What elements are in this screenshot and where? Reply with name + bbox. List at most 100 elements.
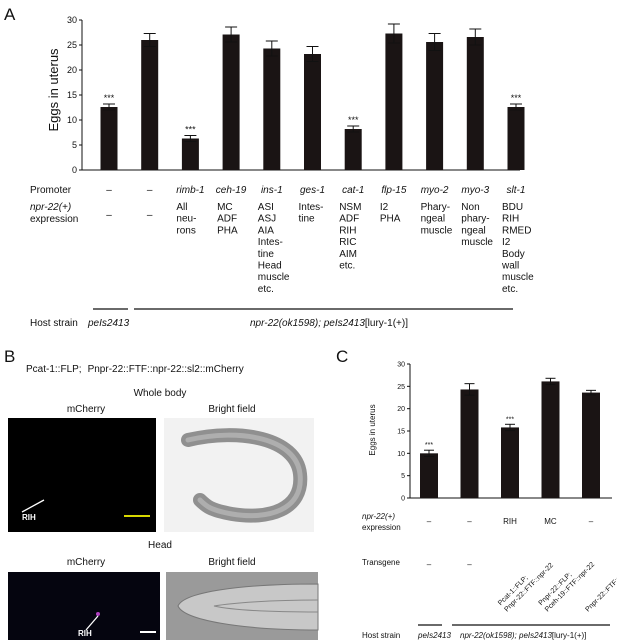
panel-c-host-mutant: npr-22(ok1598); peIs2413[lury-1(+)] bbox=[460, 631, 586, 640]
panel-b-mcherry-head-image bbox=[8, 572, 160, 640]
panel-a-expression-label: tine bbox=[258, 249, 275, 260]
panel-c-significance-label: *** bbox=[506, 416, 514, 423]
panel-a-expression-label: rons bbox=[176, 225, 195, 236]
panel-a-expression-label: RIC bbox=[339, 237, 356, 248]
panel-a-expression-label: ASI bbox=[258, 202, 274, 213]
panel-a-significance-label: *** bbox=[185, 125, 196, 135]
panel-c-expression-row-label-2: expression bbox=[362, 523, 401, 532]
panel-a-expression-label: etc. bbox=[502, 284, 518, 295]
panel-a-y-tick-label: 15 bbox=[67, 90, 77, 100]
panel-a-expression-label: wall bbox=[501, 261, 519, 272]
panel-b-rih-label-top: RIH bbox=[22, 513, 36, 522]
panel-c-bar bbox=[460, 389, 479, 498]
panel-a-significance-label: *** bbox=[511, 93, 522, 103]
panel-a-expression-label: Head bbox=[258, 261, 282, 272]
panel-a-y-tick-label: 0 bbox=[72, 165, 77, 175]
panel-a-expression-label: Non bbox=[461, 202, 479, 213]
panel-a-promoter-label: slt-1 bbox=[507, 185, 526, 196]
panel-a-expression-label: AIM bbox=[339, 249, 357, 260]
panel-a-promoter-label: myo-3 bbox=[461, 185, 489, 196]
panel-c-y-tick-label: 25 bbox=[397, 384, 405, 391]
panel-a-bar-chart: 0 5 10 15 20 25 30 *** *** *** *** bbox=[67, 15, 525, 175]
panel-a-bar bbox=[507, 107, 525, 170]
panel-a-expression-label: Body bbox=[502, 249, 525, 260]
panel-a-expression-label: muscle bbox=[461, 237, 493, 248]
panel-c-significance-label: *** bbox=[425, 442, 433, 449]
panel-a-promoter-label: flp-15 bbox=[381, 185, 406, 196]
panel-a-bar bbox=[426, 42, 444, 170]
panel-a-host-strain-label: Host strain bbox=[30, 318, 78, 329]
panel-c-bar bbox=[501, 427, 519, 498]
panel-a-expression-label: etc. bbox=[258, 284, 274, 295]
panel-c-expression-label: RIH bbox=[503, 517, 517, 526]
panel-a-promoter-label: myo-2 bbox=[421, 185, 449, 196]
panel-a-bar bbox=[304, 54, 321, 170]
panel-a-expression-label: RMED bbox=[502, 225, 531, 236]
panel-a-y-tick-label: 20 bbox=[67, 65, 77, 75]
panel-c-bar bbox=[582, 392, 600, 498]
panel-a-expression-label: AIA bbox=[258, 225, 274, 236]
panel-c-expression-label: – bbox=[427, 517, 432, 526]
panel-a-expression-label: All bbox=[176, 202, 187, 213]
panel-b-bright-field-label-bottom: Bright field bbox=[208, 557, 255, 568]
panel-a-expression-label: PHA bbox=[217, 225, 238, 236]
panel-a-y-axis-label: Eggs in uterus bbox=[46, 48, 61, 132]
panel-a-expression-label: ngeal bbox=[461, 225, 485, 236]
panel-a-bar bbox=[466, 37, 484, 170]
panel-a-expression-label: Intes- bbox=[258, 237, 283, 248]
panel-a-promoter-row-label: Promoter bbox=[30, 185, 72, 196]
panel-a-promoter-label: rimb-1 bbox=[176, 185, 204, 196]
panel-a-expression-label: phary- bbox=[461, 214, 489, 225]
panel-b-construct-label: Pcat-1::FLP; Pnpr-22::FTF::npr-22::sl2::m… bbox=[26, 364, 244, 375]
panel-b-bright-field-label-top: Bright field bbox=[208, 404, 255, 415]
panel-a-promoter-label: ceh-19 bbox=[216, 185, 247, 196]
panel-a-y-tick-label: 25 bbox=[67, 40, 77, 50]
panel-c-bar bbox=[420, 453, 438, 498]
panel-a-expression-label: muscle bbox=[502, 272, 534, 283]
panel-b-head-pharynx bbox=[213, 599, 319, 613]
panel-c-y-tick-label: 5 bbox=[401, 473, 405, 480]
panel-b-worm-gut bbox=[185, 432, 303, 519]
panel-a-bar bbox=[222, 34, 240, 170]
panel-a-expression-row-label-2: expression bbox=[30, 214, 78, 225]
panel-letter-a: A bbox=[4, 5, 16, 24]
panel-a-expression-row-label: npr-22(+) bbox=[30, 202, 71, 213]
panel-a-promoter-label: ges-1 bbox=[300, 185, 325, 196]
panel-a-y-tick-label: 10 bbox=[67, 115, 77, 125]
panel-a-bar bbox=[100, 107, 118, 170]
panel-a-expression-label: muscle bbox=[258, 272, 290, 283]
panel-a-expression-label: MC bbox=[217, 202, 233, 213]
panel-a-expression-label: – bbox=[106, 210, 112, 221]
panel-c-transgene-row-label: Transgene bbox=[362, 558, 401, 567]
panel-b-mcherry-label-bottom: mCherry bbox=[67, 557, 105, 568]
panel-a-expression-label: RIH bbox=[339, 225, 356, 236]
panel-a-expression-label: etc. bbox=[339, 261, 355, 272]
panel-a-expression-label: I2 bbox=[502, 237, 511, 248]
panel-c-expression-label: – bbox=[467, 517, 472, 526]
panel-c-expression-row-label: npr-22(+) bbox=[362, 512, 395, 521]
panel-c-y-tick-label: 10 bbox=[397, 451, 405, 458]
panel-a-y-tick-label: 5 bbox=[72, 140, 77, 150]
panel-c-y-tick-label: 15 bbox=[397, 428, 405, 435]
panel-a-promoter-label: – bbox=[147, 185, 153, 196]
panel-a-expression-label: ngeal bbox=[421, 214, 445, 225]
panel-a-expression-label: Phary- bbox=[421, 202, 450, 213]
panel-b-mcherry-whole-body-image bbox=[8, 418, 156, 532]
panel-c-host-control: peIs2413 bbox=[417, 631, 451, 640]
panel-a-significance-label: *** bbox=[104, 93, 115, 103]
panel-a-expression-label: – bbox=[147, 210, 153, 221]
panel-a-promoter-label: – bbox=[106, 185, 112, 196]
panel-a-expression-label: BDU bbox=[502, 202, 523, 213]
panel-a-expression-label: PHA bbox=[380, 214, 401, 225]
panel-b-rih-pointer-top bbox=[21, 499, 45, 513]
panel-b-rih-pointer-bottom bbox=[85, 615, 99, 631]
panel-c-expression-label: MC bbox=[544, 517, 557, 526]
panel-a-significance-label: *** bbox=[348, 115, 359, 125]
panel-c-annotation-rows: – – RIH MC –– –Pcat-1::FLP;Pnpr-22::FTF::npr-… bbox=[427, 517, 617, 613]
panel-c-y-tick-label: 0 bbox=[401, 495, 405, 502]
panel-a-bar bbox=[385, 33, 403, 170]
panel-a-bar bbox=[141, 40, 159, 170]
panel-a-host-control: peIs2413 bbox=[87, 318, 130, 329]
panel-b-mcherry-label-top: mCherry bbox=[67, 404, 105, 415]
